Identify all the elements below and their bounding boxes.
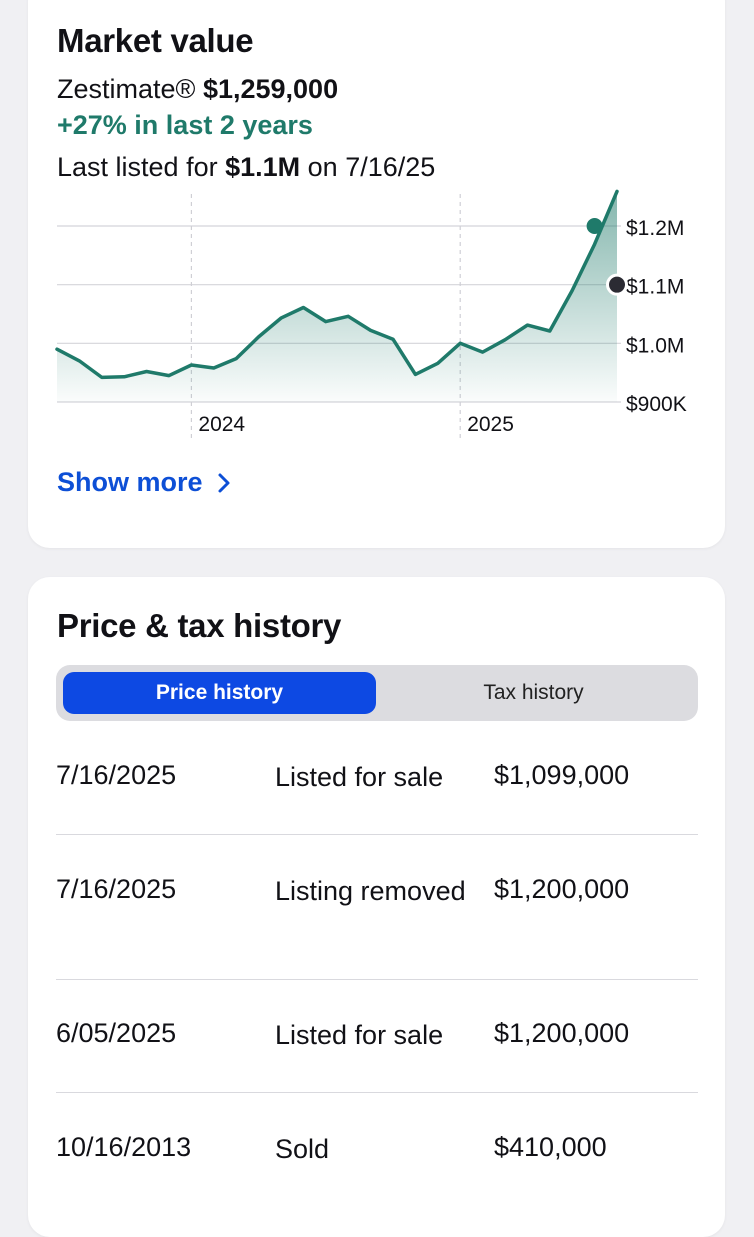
last-listed-line: Last listed for $1.1M on 7/16/25 xyxy=(57,152,435,183)
zestimate-line: Zestimate® $1,259,000 xyxy=(57,74,338,105)
row-event: Listed for sale xyxy=(275,762,444,792)
row-divider xyxy=(56,979,698,980)
market-value-chart[interactable]: $900K $1.0M $1.1M $1.2M 2024 2025 xyxy=(28,180,725,450)
row-event: Listed for sale xyxy=(275,1020,444,1050)
chart-ticks: $900K $1.0M $1.1M $1.2M 2024 2025 xyxy=(198,217,686,436)
row-divider xyxy=(56,834,698,835)
last-listed-marker xyxy=(606,273,628,296)
row-date: 7/16/2025 xyxy=(56,760,177,790)
zestimate-marker xyxy=(586,218,603,234)
x-tick-label: 2025 xyxy=(467,413,514,436)
last-listed-price: $1.1M xyxy=(225,152,301,182)
zestimate-label: Zestimate® xyxy=(57,74,196,104)
row-price: $410,000 xyxy=(494,1132,607,1162)
y-tick-label: $1.0M xyxy=(626,334,684,357)
tab-tax-history[interactable]: Tax history xyxy=(483,681,584,704)
show-more-link[interactable]: Show more xyxy=(57,467,231,498)
row-date: 10/16/2013 xyxy=(56,1132,192,1162)
value-change: +27% in last 2 years xyxy=(57,110,313,140)
y-tick-label: $1.1M xyxy=(626,276,684,299)
row-price: $1,099,000 xyxy=(494,760,630,790)
row-date: 7/16/2025 xyxy=(56,874,177,904)
last-listed-prefix: Last listed for xyxy=(57,152,218,182)
chart-markers xyxy=(586,218,628,296)
row-divider xyxy=(56,1092,698,1093)
row-date: 6/05/2025 xyxy=(56,1018,177,1048)
tab-price-history[interactable]: Price history xyxy=(63,672,376,714)
y-tick-label: $900K xyxy=(626,393,687,416)
show-more-label: Show more xyxy=(57,467,203,497)
row-event: Sold xyxy=(275,1134,330,1164)
row-price: $1,200,000 xyxy=(494,874,630,904)
chevron-right-icon xyxy=(218,473,230,492)
price-tax-history-card: Price & tax history Price history Tax hi… xyxy=(28,577,725,1237)
history-segmented-control: Price history Tax history xyxy=(56,665,698,721)
history-title: Price & tax history xyxy=(57,607,342,644)
chart-line xyxy=(55,189,619,380)
market-value-card: Market value Zestimate® $1,259,000 +27% … xyxy=(28,0,725,548)
x-tick-label: 2024 xyxy=(198,413,245,436)
row-event: Listing removed xyxy=(275,876,466,906)
zestimate-value: $1,259,000 xyxy=(202,74,339,104)
last-listed-suffix: on 7/16/25 xyxy=(307,152,436,182)
chart-area xyxy=(57,191,617,402)
market-value-title: Market value xyxy=(57,22,254,59)
row-price: $1,200,000 xyxy=(494,1018,630,1048)
y-tick-label: $1.2M xyxy=(626,217,684,240)
